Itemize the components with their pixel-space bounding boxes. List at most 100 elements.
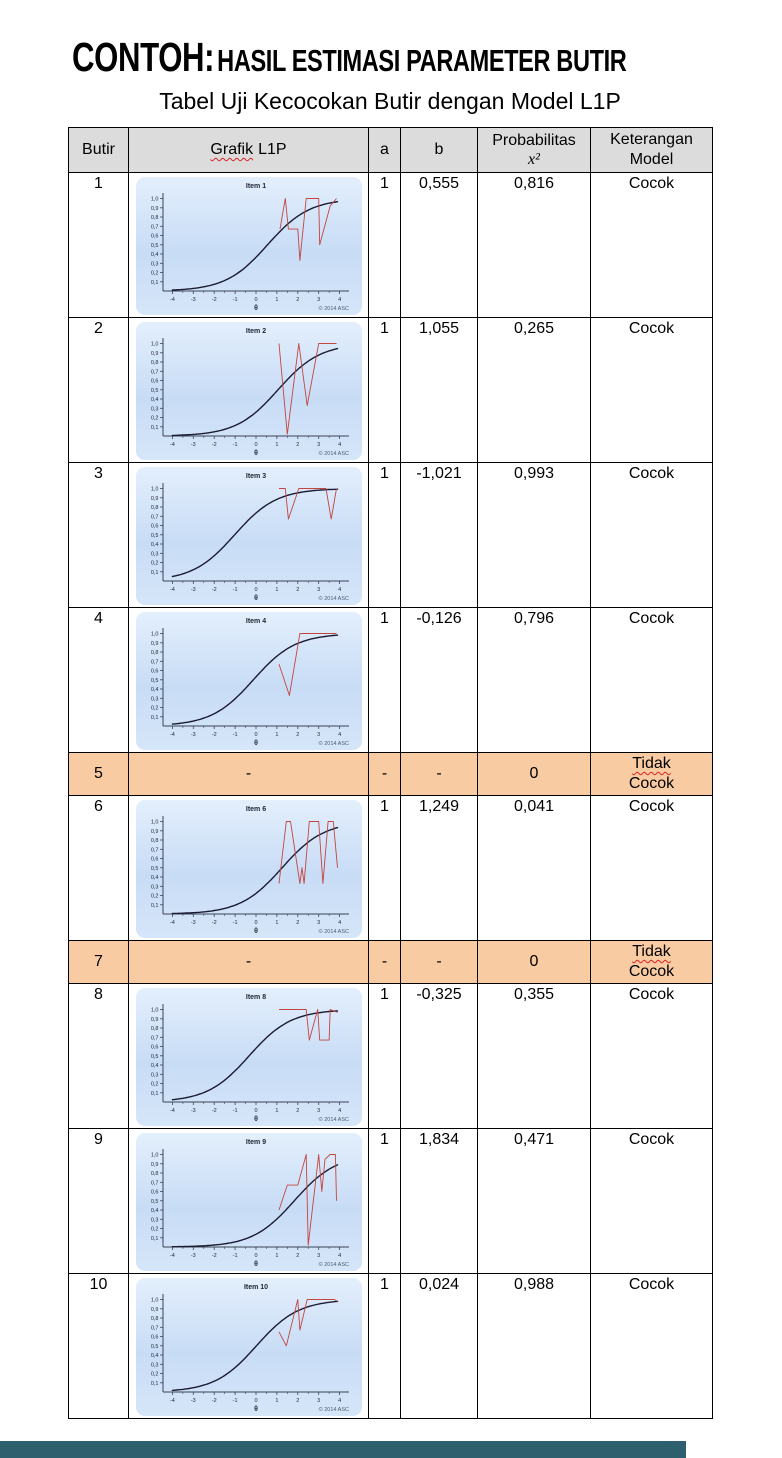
svg-text:0,5: 0,5 bbox=[150, 1199, 158, 1205]
svg-text:-3: -3 bbox=[190, 1108, 195, 1114]
table-row-7: 7 - - - 0 Tidak Cocok bbox=[68, 940, 713, 984]
graph-cell-empty: - bbox=[128, 752, 369, 796]
graph-cell: Item 2 -4 -3 -2 -1 0 1 2 3 4 0,1 0,2 0,3 0,4 0,5 0,6 0,7… bbox=[128, 317, 369, 463]
svg-text:2: 2 bbox=[296, 587, 299, 593]
svg-text:0: 0 bbox=[254, 920, 257, 926]
butir-cell: 5 bbox=[68, 752, 129, 796]
b-cell: 0,024 bbox=[400, 1273, 478, 1419]
keterangan-cell: Cocok bbox=[590, 462, 713, 608]
svg-text:-1: -1 bbox=[232, 587, 237, 593]
svg-text:0,3: 0,3 bbox=[150, 406, 158, 412]
svg-text:-4: -4 bbox=[169, 1398, 174, 1404]
icc-chart-svg: Item 10 -4 -3 -2 -1 0 1 2 3 4 0,1 0,2 0,3 0,4 0,5 0,6 0,… bbox=[135, 1278, 362, 1416]
svg-text:-3: -3 bbox=[190, 587, 195, 593]
svg-text:0,2: 0,2 bbox=[150, 416, 158, 422]
svg-text:Item 3: Item 3 bbox=[245, 473, 265, 480]
svg-text:0,6: 0,6 bbox=[150, 234, 158, 240]
butir-cell: 3 bbox=[68, 462, 129, 608]
svg-text:0,1: 0,1 bbox=[150, 715, 158, 721]
svg-text:0,8: 0,8 bbox=[150, 1026, 158, 1032]
svg-text:0,6: 0,6 bbox=[150, 1190, 158, 1196]
svg-text:4: 4 bbox=[338, 1253, 341, 1259]
a-cell: - bbox=[368, 940, 401, 984]
table-caption: Tabel Uji Kecocokan Butir dengan Model L… bbox=[159, 88, 621, 114]
svg-text:2: 2 bbox=[296, 1398, 299, 1404]
svg-text:4: 4 bbox=[338, 732, 341, 738]
butir-cell: 7 bbox=[68, 940, 129, 984]
prob-cell: 0,796 bbox=[477, 607, 591, 753]
svg-text:-2: -2 bbox=[211, 732, 216, 738]
keterangan-word-1: Tidak bbox=[632, 943, 671, 960]
svg-text:0,2: 0,2 bbox=[150, 1227, 158, 1233]
keterangan-cell: Tidak Cocok bbox=[590, 940, 713, 984]
svg-text:4: 4 bbox=[338, 442, 341, 448]
svg-text:Item 9: Item 9 bbox=[245, 1139, 265, 1146]
svg-text:0,9: 0,9 bbox=[150, 641, 158, 647]
svg-text:-2: -2 bbox=[211, 587, 216, 593]
svg-text:0,7: 0,7 bbox=[150, 369, 158, 375]
svg-text:2: 2 bbox=[296, 920, 299, 926]
svg-text:© 2014 ASC: © 2014 ASC bbox=[318, 1261, 348, 1268]
svg-text:0,1: 0,1 bbox=[150, 425, 158, 431]
item-2-graph: Item 2 -4 -3 -2 -1 0 1 2 3 4 0,1 0,2 0,3 0,4 0,5 0,6 0,7… bbox=[135, 322, 362, 460]
svg-text:1: 1 bbox=[275, 920, 278, 926]
keterangan-cell: Cocok bbox=[590, 317, 713, 463]
table-row-6: 6 Item 6 -4 -3 -2 -1 0 1 2 3 4 0,1 0,2 0,3 0,4 0,5 0,6 0… bbox=[68, 795, 713, 941]
svg-text:-4: -4 bbox=[169, 587, 174, 593]
svg-text:0,5: 0,5 bbox=[150, 678, 158, 684]
butir-cell: 9 bbox=[68, 1128, 129, 1274]
svg-text:1: 1 bbox=[275, 587, 278, 593]
item-4-graph: Item 4 -4 -3 -2 -1 0 1 2 3 4 0,1 0,2 0,3 0,4 0,5 0,6 0,7… bbox=[135, 612, 362, 750]
svg-text:3: 3 bbox=[317, 1108, 320, 1114]
icc-chart-svg: Item 8 -4 -3 -2 -1 0 1 2 3 4 0,1 0,2 0,3 0,4 0,5 0,6 0,7… bbox=[135, 988, 362, 1126]
svg-text:1: 1 bbox=[275, 297, 278, 303]
svg-text:3: 3 bbox=[317, 1253, 320, 1259]
svg-text:-2: -2 bbox=[211, 920, 216, 926]
svg-text:θ: θ bbox=[254, 1406, 258, 1413]
svg-text:0,9: 0,9 bbox=[150, 1307, 158, 1313]
svg-text:2: 2 bbox=[296, 1253, 299, 1259]
svg-text:θ: θ bbox=[254, 305, 258, 312]
svg-text:0,9: 0,9 bbox=[150, 496, 158, 502]
svg-text:θ: θ bbox=[254, 1261, 258, 1268]
svg-text:0,4: 0,4 bbox=[150, 1353, 158, 1359]
svg-text:© 2014 ASC: © 2014 ASC bbox=[318, 740, 348, 747]
header-grafik: Grafik L1P bbox=[128, 127, 369, 173]
keterangan-word-1: Tidak bbox=[632, 755, 671, 772]
table-row-3: 3 Item 3 -4 -3 -2 -1 0 1 2 3 4 0,1 0,2 0,3 0,4 0,5 0,6 0… bbox=[68, 462, 713, 608]
svg-text:0: 0 bbox=[254, 442, 257, 448]
svg-text:0,5: 0,5 bbox=[150, 243, 158, 249]
svg-text:0,5: 0,5 bbox=[150, 1054, 158, 1060]
butir-cell: 2 bbox=[68, 317, 129, 463]
bottom-accent-bar bbox=[0, 1441, 686, 1458]
svg-text:-3: -3 bbox=[190, 920, 195, 926]
svg-text:0,3: 0,3 bbox=[150, 1217, 158, 1223]
svg-text:Item 6: Item 6 bbox=[245, 806, 265, 813]
keterangan-cell: Cocok bbox=[590, 607, 713, 753]
svg-text:0,7: 0,7 bbox=[150, 514, 158, 520]
svg-text:0,6: 0,6 bbox=[150, 1335, 158, 1341]
page-title-prefix: CONTOH: bbox=[72, 34, 215, 80]
svg-text:-3: -3 bbox=[190, 1253, 195, 1259]
svg-text:0,1: 0,1 bbox=[150, 1091, 158, 1097]
svg-text:-1: -1 bbox=[232, 732, 237, 738]
table-row-2: 2 Item 2 -4 -3 -2 -1 0 1 2 3 4 0,1 0,2 0,3 0,4 0,5 0,6 0… bbox=[68, 317, 713, 463]
svg-text:© 2014 ASC: © 2014 ASC bbox=[318, 595, 348, 602]
svg-text:Item 2: Item 2 bbox=[245, 328, 265, 335]
svg-text:-2: -2 bbox=[211, 1398, 216, 1404]
icc-chart-svg: Item 4 -4 -3 -2 -1 0 1 2 3 4 0,1 0,2 0,3 0,4 0,5 0,6 0,7… bbox=[135, 612, 362, 750]
icc-chart-svg: Item 6 -4 -3 -2 -1 0 1 2 3 4 0,1 0,2 0,3 0,4 0,5 0,6 0,7… bbox=[135, 800, 362, 938]
svg-text:4: 4 bbox=[338, 587, 341, 593]
svg-text:1,0: 1,0 bbox=[150, 197, 158, 203]
svg-text:0,1: 0,1 bbox=[150, 1381, 158, 1387]
a-cell: 1 bbox=[368, 317, 401, 463]
svg-text:-4: -4 bbox=[169, 442, 174, 448]
svg-text:1: 1 bbox=[275, 442, 278, 448]
svg-text:4: 4 bbox=[338, 1398, 341, 1404]
b-cell: 0,555 bbox=[400, 172, 478, 318]
svg-text:0: 0 bbox=[254, 1108, 257, 1114]
svg-text:θ: θ bbox=[254, 450, 258, 457]
header-probabilitas-label: Probabilitas bbox=[492, 132, 576, 149]
svg-text:0,3: 0,3 bbox=[150, 696, 158, 702]
